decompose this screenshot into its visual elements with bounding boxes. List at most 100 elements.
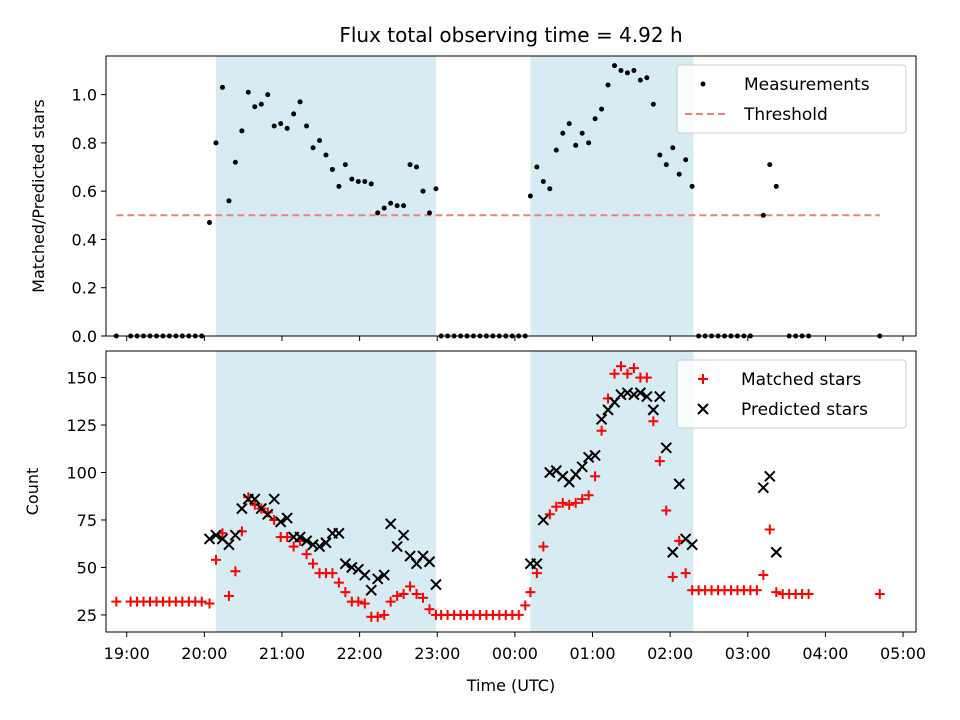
- matched-star-point: [615, 361, 626, 372]
- measurement-point: [657, 152, 663, 158]
- matched-star-point: [764, 524, 775, 535]
- predicted-star-point: [262, 508, 274, 520]
- measurement-point: [426, 210, 432, 216]
- matched-star-point: [308, 558, 319, 569]
- matched-star-point: [771, 587, 782, 598]
- predicted-star-point: [764, 470, 776, 483]
- top-x-ticks: [126, 336, 904, 341]
- predicted-star-point: [589, 449, 601, 462]
- measurement-point: [394, 203, 400, 209]
- measurement-point: [284, 125, 290, 131]
- matched-star-point: [359, 598, 370, 609]
- predicted-star-point: [346, 561, 358, 574]
- measurement-point: [676, 171, 682, 177]
- measurement-point: [618, 67, 624, 73]
- x-tick-label: 21:00: [259, 644, 305, 663]
- matched-star-point: [551, 501, 562, 512]
- measurement-point: [644, 75, 650, 81]
- matched-star-point: [372, 611, 383, 622]
- matched-star-point: [111, 596, 122, 607]
- predicted-star-point: [236, 502, 248, 515]
- top-legend: Measurements Threshold: [676, 64, 907, 134]
- measurement-point: [407, 162, 413, 168]
- measurement-point: [433, 186, 439, 192]
- matched-star-point: [531, 568, 542, 579]
- measurement-point: [381, 205, 387, 211]
- matched-star-point: [661, 505, 672, 516]
- measurement-point: [527, 193, 533, 199]
- matched-star-point: [538, 541, 549, 552]
- x-tick-label: 19:00: [104, 644, 150, 663]
- measurement-point: [414, 164, 420, 170]
- chart-title: Flux total observing time = 4.92 h: [339, 23, 682, 47]
- predicted-star-point: [615, 388, 627, 401]
- top-legend-box: [676, 64, 907, 134]
- measurement-point: [683, 157, 689, 163]
- y-tick-label: 125: [66, 416, 97, 435]
- y-tick-label: 0.8: [72, 134, 97, 153]
- predicted-star-point: [391, 540, 403, 553]
- bottom-axes-frame: [105, 350, 917, 633]
- measurement-point: [767, 162, 773, 168]
- predicted-star-point: [660, 442, 672, 454]
- matched-star-point: [327, 568, 338, 579]
- predicted-star-point: [576, 461, 588, 473]
- y-tick-label: 50: [77, 558, 97, 577]
- measurement-point: [375, 210, 381, 216]
- matched-star-point: [583, 490, 594, 501]
- matched-star-point: [418, 592, 429, 603]
- measurement-point: [349, 176, 355, 182]
- x-tick-label: 23:00: [414, 644, 460, 663]
- predicted-star-point: [531, 557, 543, 570]
- count-points: [111, 361, 885, 622]
- x-tick-label: 22:00: [337, 644, 383, 663]
- bottom-y-ticks: 25 50 75 100 125 150: [66, 369, 106, 625]
- predicted-star-point: [249, 493, 261, 505]
- predicted-star-point: [203, 533, 216, 545]
- bottom-y-axis-label: Count: [23, 468, 42, 516]
- matched-star-point: [628, 363, 639, 374]
- predicted-star-point: [320, 537, 332, 549]
- matched-star-point: [570, 497, 581, 508]
- matched-star-point: [874, 589, 885, 600]
- legend-predicted-marker: [697, 403, 709, 415]
- matched-star-point: [204, 598, 215, 609]
- x-tick-label: 20:00: [181, 644, 227, 663]
- predicted-star-point: [654, 390, 666, 403]
- legend-matched-marker: [698, 374, 708, 384]
- measurement-point: [310, 145, 316, 151]
- x-tick-label: 04:00: [802, 644, 848, 663]
- measurement-point: [245, 89, 251, 95]
- measurement-points: [113, 63, 883, 339]
- matched-star-point: [557, 497, 568, 508]
- measurement-point: [368, 181, 374, 187]
- measurement-point: [631, 67, 637, 73]
- y-tick-label: 1.0: [72, 86, 97, 105]
- shaded-intervals-top: [215, 56, 694, 336]
- predicted-star-point: [313, 540, 326, 553]
- measurement-point: [304, 123, 310, 129]
- matched-star-point: [596, 425, 607, 436]
- y-tick-label: 75: [77, 511, 97, 530]
- matched-star-point: [333, 577, 344, 588]
- predicted-star-point: [537, 514, 550, 526]
- bottom-legend: Matched stars Predicted stars: [676, 359, 907, 429]
- matched-star-point: [667, 571, 678, 582]
- measurement-point: [336, 183, 342, 189]
- measurement-point: [689, 183, 695, 189]
- top-y-ticks: 0.0 0.2 0.4 0.6 0.8 1.0: [72, 86, 106, 346]
- measurement-point: [566, 121, 572, 127]
- measurement-point: [624, 70, 630, 76]
- matched-star-point: [654, 456, 665, 467]
- measurement-point: [586, 140, 592, 146]
- matched-star-point: [282, 532, 293, 543]
- measurement-point: [207, 220, 213, 226]
- predicted-star-point: [229, 529, 242, 541]
- predicted-star-point: [300, 535, 313, 547]
- measurement-point: [316, 137, 322, 143]
- matched-star-point: [405, 581, 416, 592]
- measurement-point: [355, 179, 361, 185]
- legend-measurements-marker: [700, 81, 706, 87]
- predicted-star-point: [378, 569, 390, 581]
- predicted-star-point: [582, 451, 595, 464]
